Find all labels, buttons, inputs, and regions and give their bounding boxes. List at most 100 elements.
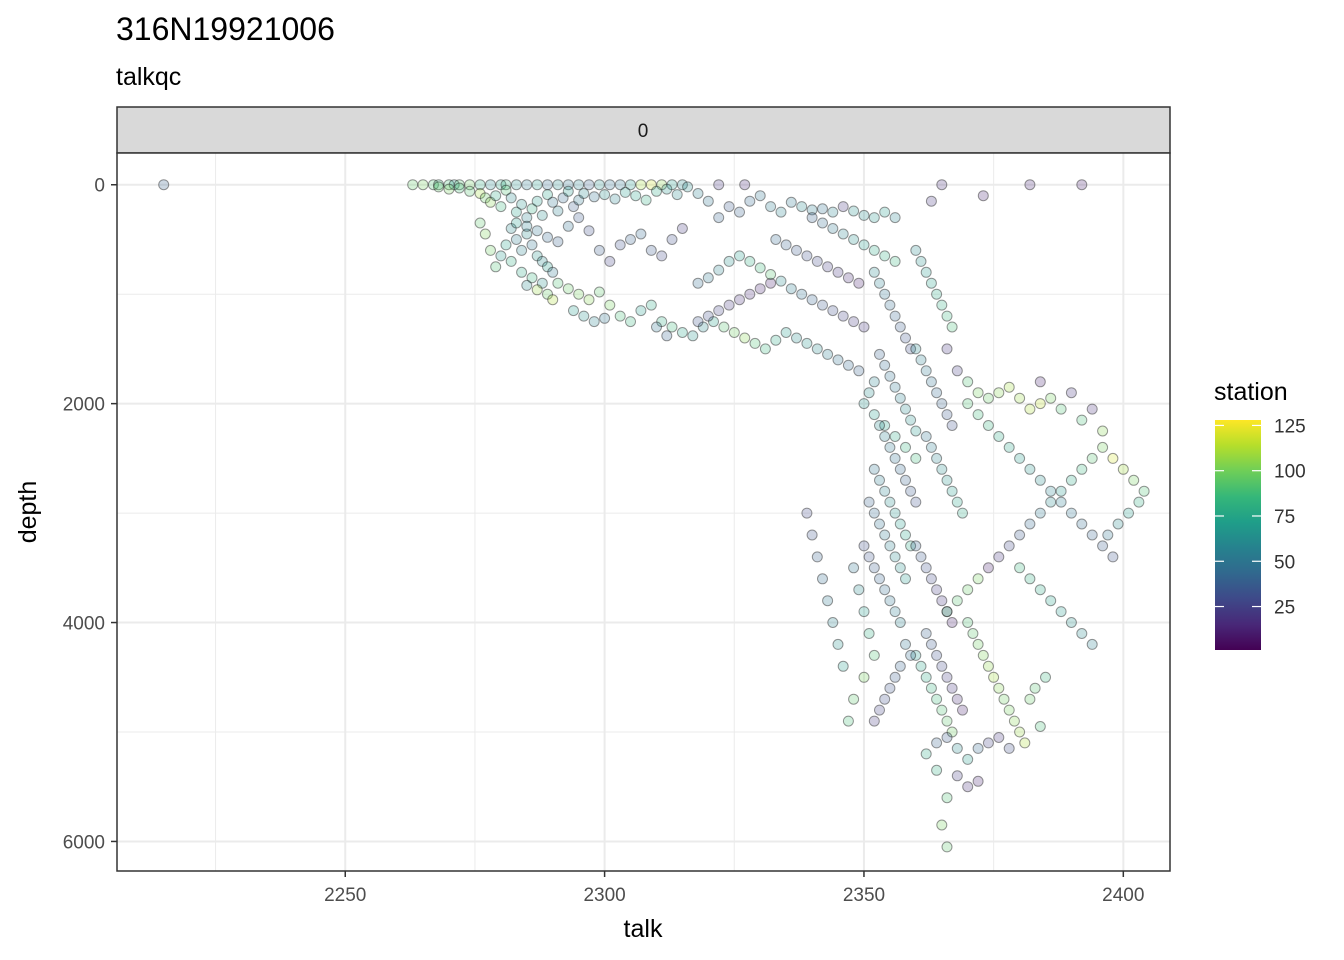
- data-point: [1003, 704, 1015, 716]
- data-point: [723, 201, 735, 213]
- data-point: [853, 277, 865, 289]
- data-point: [583, 179, 595, 191]
- data-point: [510, 234, 522, 245]
- data-point: [946, 485, 958, 497]
- data-point: [889, 551, 901, 563]
- data-point: [791, 244, 802, 256]
- data-point: [1024, 179, 1036, 191]
- data-point: [510, 217, 522, 229]
- data-point: [842, 359, 854, 371]
- data-point: [765, 269, 777, 280]
- data-point: [858, 540, 870, 552]
- data-point: [982, 392, 994, 404]
- data-point: [1097, 441, 1109, 453]
- data-point: [593, 286, 605, 298]
- data-point: [542, 231, 553, 243]
- data-point: [531, 225, 543, 237]
- data-point: [1128, 474, 1140, 486]
- data-point: [806, 529, 818, 541]
- data-point: [801, 337, 813, 349]
- data-points: [158, 179, 1150, 853]
- data-point: [936, 463, 948, 475]
- data-point: [817, 573, 828, 585]
- data-point: [1086, 403, 1098, 415]
- data-point: [604, 255, 616, 267]
- data-point: [593, 179, 605, 191]
- data-point: [1076, 179, 1088, 191]
- data-point: [837, 228, 849, 240]
- data-point: [505, 223, 517, 234]
- data-point: [889, 452, 901, 464]
- data-point: [614, 310, 626, 322]
- data-point: [682, 181, 694, 193]
- data-point: [941, 715, 953, 727]
- data-point: [656, 316, 668, 328]
- data-point: [894, 617, 906, 628]
- data-point: [957, 507, 968, 519]
- facet-label: 0: [638, 121, 649, 142]
- data-point: [951, 742, 963, 754]
- data-point: [951, 496, 963, 508]
- data-point: [474, 179, 486, 191]
- data-point: [853, 584, 865, 596]
- y-tick-label: 2000: [63, 395, 105, 416]
- data-point: [982, 660, 994, 672]
- data-point: [1055, 496, 1067, 508]
- data-point: [951, 595, 963, 607]
- data-point: [573, 288, 585, 300]
- data-point: [894, 321, 906, 333]
- data-point: [931, 452, 943, 464]
- data-point: [510, 206, 522, 218]
- data-point: [868, 376, 880, 388]
- data-point: [692, 277, 704, 289]
- data-point: [982, 562, 994, 574]
- data-point: [531, 284, 543, 296]
- data-point: [1133, 496, 1145, 508]
- data-point: [1003, 540, 1015, 552]
- panel-border: [116, 152, 1171, 872]
- data-point: [464, 185, 476, 197]
- data-point: [920, 562, 932, 574]
- data-point: [485, 196, 496, 208]
- data-point: [879, 420, 891, 431]
- data-point: [842, 272, 854, 284]
- data-point: [931, 764, 943, 776]
- data-point: [1055, 606, 1067, 618]
- data-point: [832, 638, 844, 650]
- y-axis-title: depth: [14, 481, 42, 544]
- y-axis: 0 2000 4000 6000: [63, 176, 117, 853]
- data-point: [433, 179, 445, 191]
- data-point: [557, 192, 569, 204]
- data-point: [734, 250, 745, 262]
- data-point: [936, 819, 948, 831]
- data-point: [900, 529, 911, 541]
- data-point: [931, 387, 943, 399]
- data-point: [894, 518, 906, 530]
- data-point: [879, 359, 891, 371]
- data-point: [713, 212, 725, 224]
- data-point: [879, 250, 891, 262]
- data-point: [998, 693, 1010, 705]
- data-point: [910, 452, 922, 464]
- data-point: [547, 294, 559, 306]
- data-point: [900, 441, 911, 453]
- data-point: [848, 316, 860, 328]
- data-point: [453, 179, 465, 191]
- data-point: [832, 354, 844, 366]
- data-point: [941, 606, 953, 618]
- data-point: [645, 299, 657, 311]
- data-point: [817, 203, 828, 215]
- data-point: [863, 628, 875, 639]
- data-point: [427, 179, 439, 191]
- data-point: [920, 748, 932, 760]
- data-point: [505, 192, 517, 204]
- data-point: [770, 334, 782, 346]
- data-point: [936, 704, 948, 716]
- data-point: [941, 310, 953, 322]
- data-point: [645, 179, 657, 191]
- data-point: [806, 204, 818, 216]
- x-axis-title: talk: [624, 915, 663, 943]
- data-point: [801, 507, 813, 519]
- data-point: [666, 179, 678, 191]
- data-point: [1040, 671, 1051, 683]
